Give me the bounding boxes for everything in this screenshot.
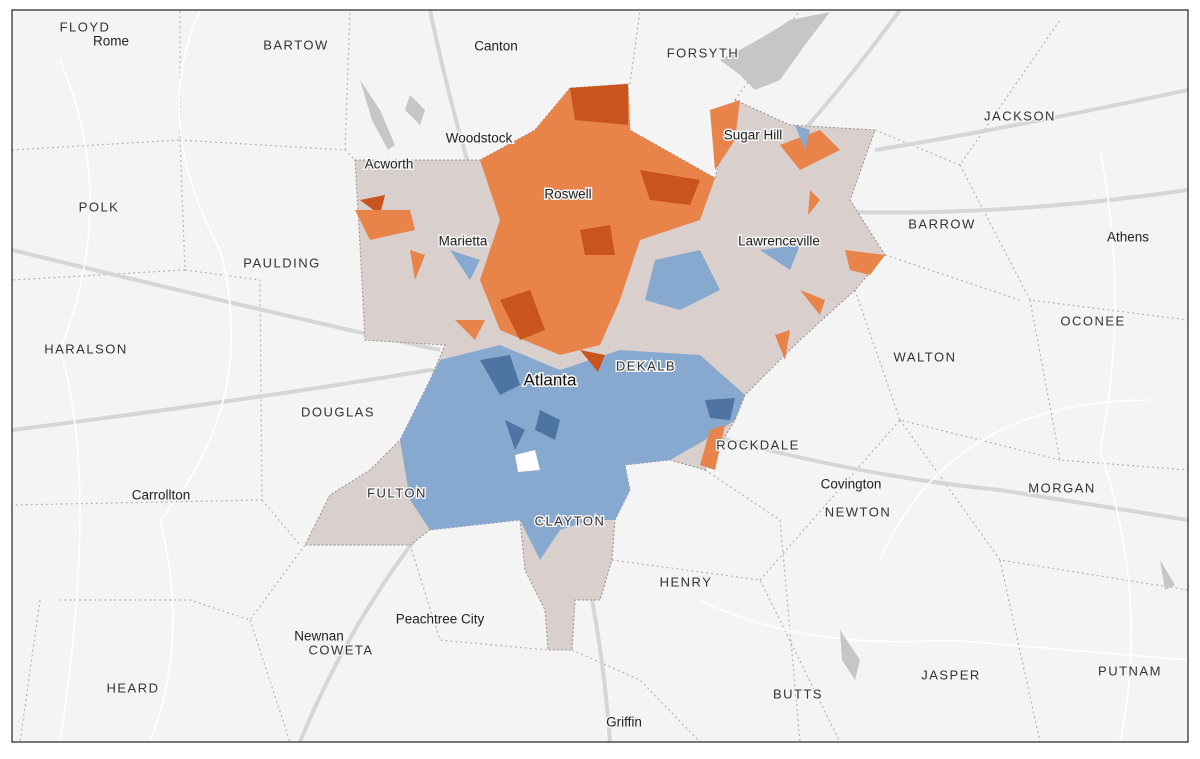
city-label: Newnan	[294, 629, 344, 644]
city-label: Athens	[1107, 230, 1149, 245]
county-label: FULTON	[367, 485, 427, 500]
county-label: FLOYD	[60, 19, 111, 34]
county-label: MORGAN	[1028, 480, 1096, 495]
city-label: Acworth	[365, 157, 414, 172]
city-label: Roswell	[544, 187, 591, 202]
labels: FLOYD BARTOW FORSYTH JACKSON POLK BARROW PAULD…	[43, 18, 1162, 731]
city-label: Woodstock	[446, 131, 513, 146]
county-label: DOUGLAS	[301, 404, 375, 419]
lakes	[360, 12, 1175, 680]
county-label: POLK	[79, 199, 120, 214]
county-label: JASPER	[921, 667, 981, 682]
roads	[59, 10, 1188, 742]
county-label: COWETA	[308, 642, 373, 657]
lake	[720, 12, 830, 90]
county-label: HARALSON	[44, 341, 128, 356]
city-label: Griffin	[606, 715, 642, 730]
map-canvas: FLOYD BARTOW FORSYTH JACKSON POLK BARROW PAULD…	[12, 10, 1188, 742]
city-label: Peachtree City	[396, 612, 485, 627]
blue-tracts	[400, 345, 745, 560]
city-label: Canton	[474, 39, 518, 54]
county-label: NEWTON	[825, 504, 892, 519]
lake	[360, 80, 425, 150]
city-label: Rome	[93, 34, 129, 49]
county-label: HENRY	[660, 574, 713, 589]
county-label: OCONEE	[1060, 313, 1125, 328]
city-label: Carrollton	[132, 488, 191, 503]
county-label: FORSYTH	[667, 45, 740, 60]
metro-area	[304, 83, 886, 651]
city-label: Lawrenceville	[738, 234, 820, 249]
road	[59, 10, 1188, 742]
city-label: Covington	[821, 477, 882, 492]
county-label: BARTOW	[263, 37, 329, 52]
orange-tracts	[480, 84, 715, 355]
county-label: CLAYTON	[535, 513, 606, 528]
county-label: JACKSON	[984, 108, 1056, 123]
map-frame	[11, 9, 1189, 743]
county-label: WALTON	[894, 349, 957, 364]
dark-orange-tracts	[360, 84, 700, 372]
city-label: Atlanta	[524, 370, 577, 389]
dark-blue-tracts	[480, 355, 735, 450]
boundary	[12, 10, 356, 546]
county-label: PUTNAM	[1098, 663, 1162, 678]
county-label: PAULDING	[243, 255, 321, 270]
airport	[515, 450, 540, 472]
city-label: Marietta	[439, 234, 488, 249]
county-label: HEARD	[106, 680, 159, 695]
city-label: Sugar Hill	[724, 128, 783, 143]
boundary	[19, 419, 901, 742]
county-label: ROCKDALE	[716, 437, 800, 452]
county-label: DEKALB	[616, 358, 676, 373]
county-label: BUTTS	[773, 686, 823, 701]
county-label: BARROW	[908, 216, 976, 231]
